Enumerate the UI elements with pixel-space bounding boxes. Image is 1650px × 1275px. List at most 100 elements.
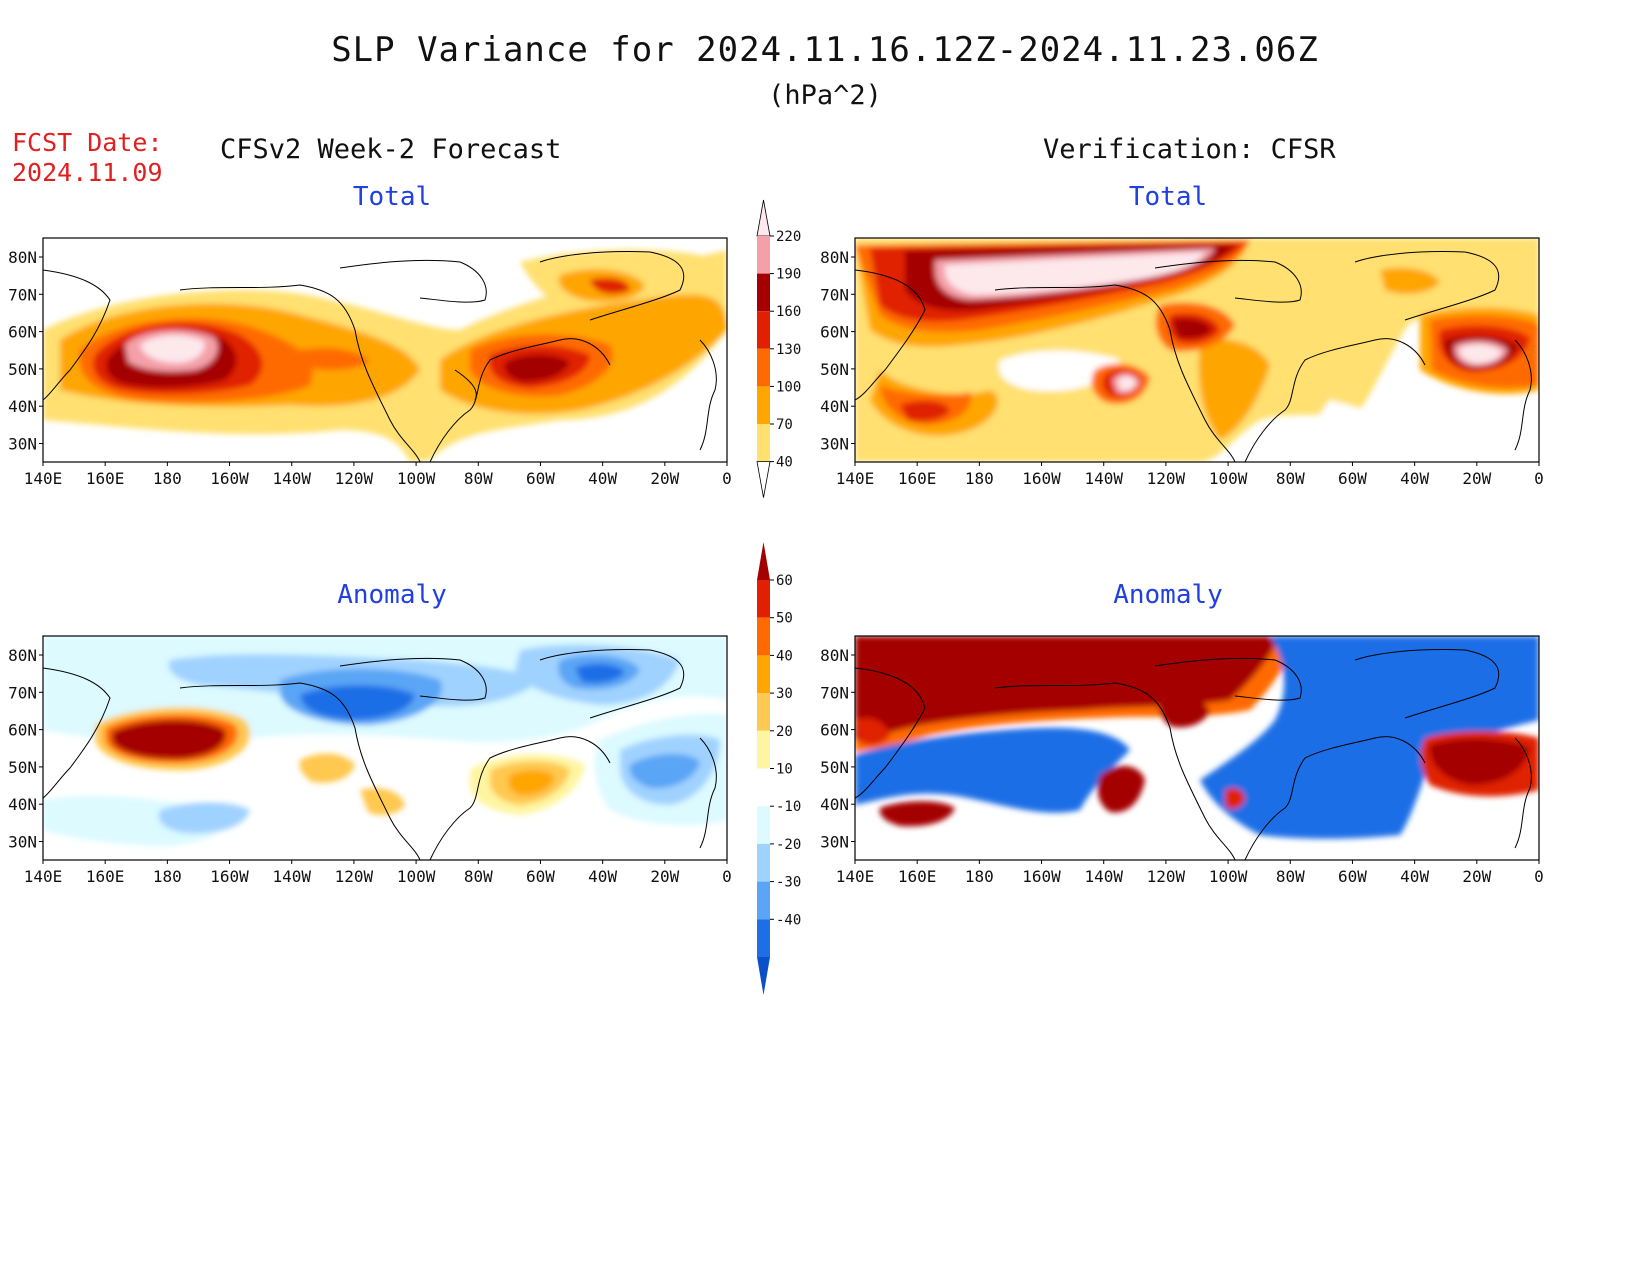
lat-label: 50N bbox=[8, 360, 37, 379]
panel-title-forecast-total: Total bbox=[352, 182, 432, 212]
forecast-header: CFSv2 Week-2 Forecast bbox=[220, 134, 562, 165]
lat-label: 50N bbox=[8, 758, 37, 777]
lat-label: 50N bbox=[820, 360, 849, 379]
colorbar-swatch bbox=[757, 843, 770, 882]
lon-label: 100W bbox=[1209, 469, 1248, 488]
colorbar-swatch bbox=[757, 617, 770, 656]
lon-label: 140E bbox=[836, 469, 875, 488]
lat-label: 30N bbox=[820, 435, 849, 454]
lon-label: 160W bbox=[1022, 867, 1061, 886]
lon-label: 120W bbox=[1147, 867, 1186, 886]
colorbar-total: 220 190 160 130 100 70 40 bbox=[756, 199, 801, 498]
lon-label: 180 bbox=[153, 867, 182, 886]
lon-label: 120W bbox=[335, 469, 374, 488]
lon-label: 60W bbox=[1338, 867, 1367, 886]
colorbar-swatch bbox=[757, 806, 770, 844]
lon-label: 80W bbox=[1276, 469, 1305, 488]
lon-label: 140E bbox=[24, 867, 63, 886]
colorbar-swatch bbox=[757, 919, 770, 957]
lon-label: 160E bbox=[86, 867, 125, 886]
lon-label: 0 bbox=[1534, 469, 1544, 488]
lon-label: 60W bbox=[1338, 469, 1367, 488]
lat-label: 40N bbox=[8, 795, 37, 814]
lon-label: 20W bbox=[1462, 469, 1491, 488]
lon-label: 20W bbox=[650, 469, 679, 488]
lat-label: 80N bbox=[820, 248, 849, 267]
lon-label: 160E bbox=[898, 469, 937, 488]
colorbar-label: 160 bbox=[776, 304, 801, 320]
colorbar-label: -30 bbox=[776, 875, 801, 891]
lon-label: 140W bbox=[1084, 469, 1123, 488]
lon-label: 0 bbox=[722, 867, 732, 886]
colorbar-swatch bbox=[757, 693, 770, 731]
lon-label: 120W bbox=[335, 867, 374, 886]
colorbar-swatch bbox=[757, 348, 770, 387]
lon-label: 140E bbox=[836, 867, 875, 886]
colorbar-label: 190 bbox=[776, 267, 801, 283]
lon-label: 60W bbox=[526, 469, 555, 488]
colorbar-swatch bbox=[757, 881, 770, 920]
map-forecast-anomaly bbox=[42, 635, 728, 861]
panel-title-forecast-anomaly: Anomaly bbox=[337, 580, 447, 610]
units-label: (hPa^2) bbox=[768, 80, 882, 111]
lon-label: 100W bbox=[1209, 867, 1248, 886]
lat-label: 40N bbox=[8, 397, 37, 416]
colorbar-label: 130 bbox=[776, 342, 801, 358]
map-verification-anomaly bbox=[854, 635, 1540, 861]
lon-label: 40W bbox=[588, 867, 617, 886]
lon-label: 140E bbox=[24, 469, 63, 488]
colorbar-label: 70 bbox=[776, 417, 793, 433]
lat-label: 40N bbox=[820, 795, 849, 814]
lon-label: 40W bbox=[1400, 867, 1429, 886]
colorbar-swatch bbox=[756, 199, 771, 237]
lon-label: 160W bbox=[210, 469, 249, 488]
colorbar-label: 20 bbox=[776, 724, 793, 740]
lon-label: 40W bbox=[1400, 469, 1429, 488]
lon-label: 160W bbox=[1022, 469, 1061, 488]
lon-label: 120W bbox=[1147, 469, 1186, 488]
lat-label: 80N bbox=[8, 248, 37, 267]
colorbar-swatch bbox=[757, 957, 770, 995]
lat-label: 80N bbox=[820, 646, 849, 665]
fcst-date-label: FCST Date: bbox=[12, 128, 163, 157]
lon-label: 80W bbox=[464, 867, 493, 886]
lat-label: 30N bbox=[8, 435, 37, 454]
colorbar-swatch bbox=[757, 655, 770, 694]
colorbar-label: 220 bbox=[776, 229, 801, 245]
colorbar-swatch bbox=[757, 311, 770, 349]
lat-label: 60N bbox=[820, 323, 849, 342]
lat-label: 80N bbox=[8, 646, 37, 665]
lon-label: 140W bbox=[272, 469, 311, 488]
lat-label: 70N bbox=[8, 285, 37, 304]
lon-label: 20W bbox=[650, 867, 679, 886]
lat-label: 70N bbox=[820, 683, 849, 702]
lon-label: 160E bbox=[898, 867, 937, 886]
colorbar-label: 60 bbox=[776, 573, 793, 589]
lon-label: 100W bbox=[397, 867, 436, 886]
lon-label: 80W bbox=[464, 469, 493, 488]
lon-label: 180 bbox=[965, 469, 994, 488]
lat-label: 30N bbox=[8, 833, 37, 852]
map-forecast-total bbox=[42, 237, 728, 463]
lon-label: 180 bbox=[153, 469, 182, 488]
colorbar-label: -20 bbox=[776, 837, 801, 853]
lon-label: 0 bbox=[722, 469, 732, 488]
colorbar-label: 30 bbox=[776, 686, 793, 702]
verification-header: Verification: CFSR bbox=[1043, 134, 1336, 165]
lon-label: 40W bbox=[588, 469, 617, 488]
lat-label: 30N bbox=[820, 833, 849, 852]
lon-label: 60W bbox=[526, 867, 555, 886]
colorbar-label: 40 bbox=[776, 455, 793, 471]
colorbar-swatch bbox=[757, 236, 770, 274]
lat-label: 40N bbox=[820, 397, 849, 416]
lon-label: 80W bbox=[1276, 867, 1305, 886]
lat-label: 70N bbox=[8, 683, 37, 702]
colorbar-anomaly: 60 50 40 30 20 10 -10 -20 -30 -40 bbox=[757, 542, 801, 995]
lat-label: 70N bbox=[820, 285, 849, 304]
axis-labels: 80N 70N 60N 50N 40N 30N 140E 160E 180 160W 140W 120… bbox=[8, 248, 1544, 886]
colorbar-swatch bbox=[757, 730, 770, 769]
colorbar-swatch bbox=[757, 768, 770, 807]
lon-label: 140W bbox=[1084, 867, 1123, 886]
colorbar-label: 50 bbox=[776, 611, 793, 627]
